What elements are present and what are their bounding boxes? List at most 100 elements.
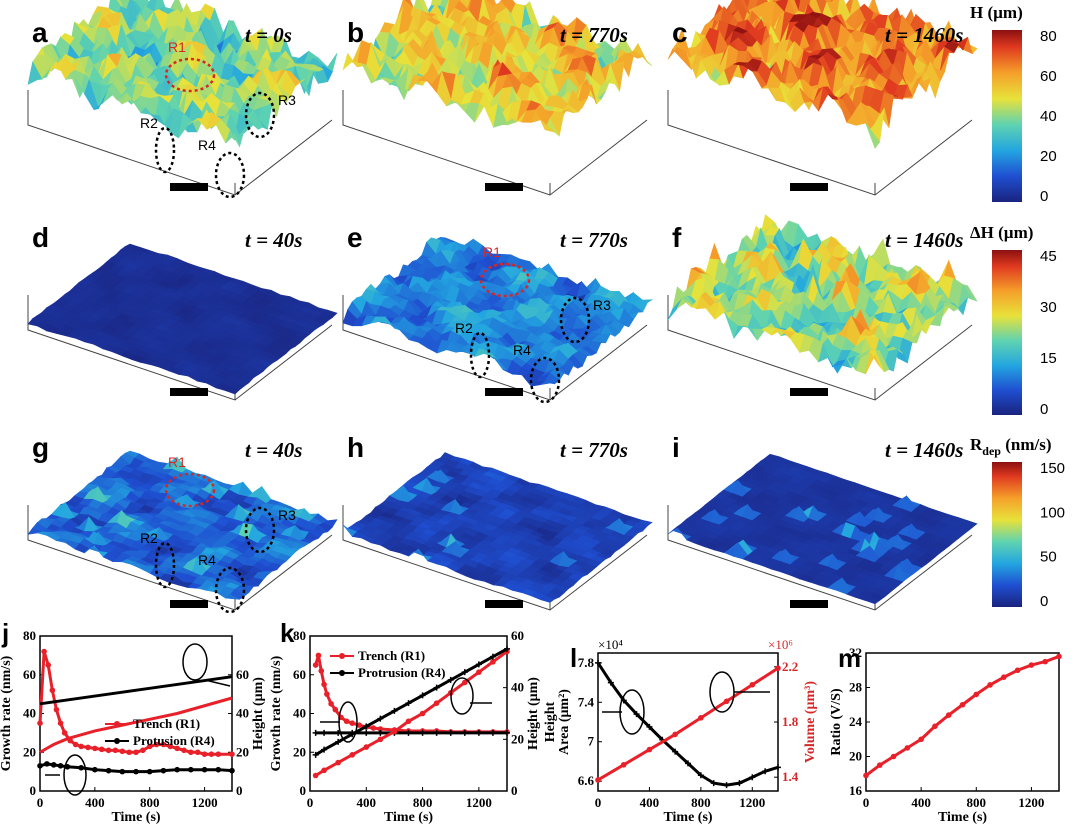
scale-bar [790, 183, 828, 191]
series-point [188, 749, 194, 756]
series-point [37, 720, 43, 726]
y-axis-label: Height [543, 701, 558, 742]
series-point [201, 751, 208, 757]
scale-bar [790, 600, 828, 608]
colorbar-gradient [992, 30, 1022, 202]
y-right-tick-label: 40 [511, 680, 524, 695]
series-point [775, 665, 781, 671]
region-label-r3: R3 [278, 507, 296, 523]
series-point [391, 728, 398, 735]
region-outline-r4 [214, 151, 246, 199]
series-point [105, 767, 112, 774]
series-point [41, 648, 47, 655]
series-point [904, 745, 911, 751]
region-outline-r1 [164, 57, 216, 93]
surface-mesh [342, 236, 654, 387]
scale-bar [170, 388, 208, 396]
scale-bar [485, 388, 523, 396]
x-tick-label: 400 [357, 795, 377, 810]
series-point [57, 720, 64, 726]
surface-box [342, 295, 648, 401]
y-right-tick-label: 20 [511, 731, 524, 746]
series-point [85, 744, 91, 751]
x-tick-label: 800 [413, 795, 433, 810]
series-point [92, 766, 98, 773]
series-point [749, 681, 756, 688]
series-point [126, 749, 132, 756]
series-point [945, 712, 952, 718]
y-tick-label: 7.4 [578, 694, 595, 709]
series-point [119, 748, 126, 755]
colorbar-title: Rdep (nm/s) [970, 435, 1052, 458]
x-tick-label: 0 [307, 795, 314, 810]
y-tick-label: 24 [849, 714, 863, 729]
region-outline-r3 [244, 506, 276, 554]
series-point [160, 767, 167, 774]
series-point [620, 761, 627, 768]
colorbar-tick: 20 [1040, 148, 1057, 165]
series-point [377, 736, 384, 743]
region-label-r2: R2 [140, 530, 158, 546]
panel-letter: k [280, 618, 295, 648]
colorbar-gradient [992, 462, 1022, 607]
region-outline-r1 [479, 262, 531, 298]
series-point [876, 762, 883, 768]
x-tick-label: 400 [640, 795, 660, 810]
series-point [61, 730, 68, 736]
y-right-tick-label: 60 [236, 667, 249, 682]
surface-box [342, 90, 648, 196]
series-point [490, 659, 496, 665]
series-point [105, 747, 112, 754]
series-point [133, 749, 139, 756]
surface-box [27, 295, 333, 401]
colorbar-tick: 15 [1040, 350, 1057, 367]
series-point [370, 725, 377, 731]
time-label: t = 40s [245, 438, 302, 462]
series-point [53, 706, 60, 713]
x-axis-label: Time (s) [938, 810, 987, 825]
series-point [318, 668, 325, 674]
y-tick-label: 7 [588, 734, 595, 749]
series-point [959, 701, 966, 708]
legend-marker [339, 653, 345, 659]
series-point [332, 706, 339, 713]
colorbar-tick: 45 [1040, 248, 1057, 265]
x-tick-label: 0 [863, 795, 870, 810]
series-point [672, 731, 678, 738]
x-tick-label: 800 [967, 795, 987, 810]
series-point [50, 762, 57, 768]
series-point [1014, 667, 1021, 674]
x-axis-label: Time (s) [384, 810, 433, 825]
panel-letter: h [347, 432, 364, 463]
region-label-r1: R1 [168, 39, 186, 55]
surface-mesh [342, 0, 653, 137]
y-tick-label: 20 [23, 744, 36, 759]
series-point [363, 744, 370, 750]
region-label-r3: R3 [278, 92, 296, 108]
y-right-tick-label: 20 [236, 744, 249, 759]
time-label: t = 1460s [885, 23, 963, 47]
series-point [1042, 658, 1049, 665]
colorbar-tick: 50 [1040, 549, 1057, 566]
scale-bar [170, 183, 208, 191]
surface-mesh [667, 0, 978, 149]
y-axis-label: Ratio (V/S) [829, 688, 844, 756]
surface-cell [865, 351, 880, 375]
series-point [140, 747, 146, 754]
series-point [215, 766, 222, 773]
y-axis-label: Growth rate (nm/s) [269, 655, 284, 771]
series-point [92, 745, 98, 752]
colorbar-tick: 100 [1040, 504, 1065, 521]
surface-mesh [342, 452, 653, 603]
colorbar-tick: 150 [1040, 460, 1065, 477]
series-point [723, 698, 730, 705]
